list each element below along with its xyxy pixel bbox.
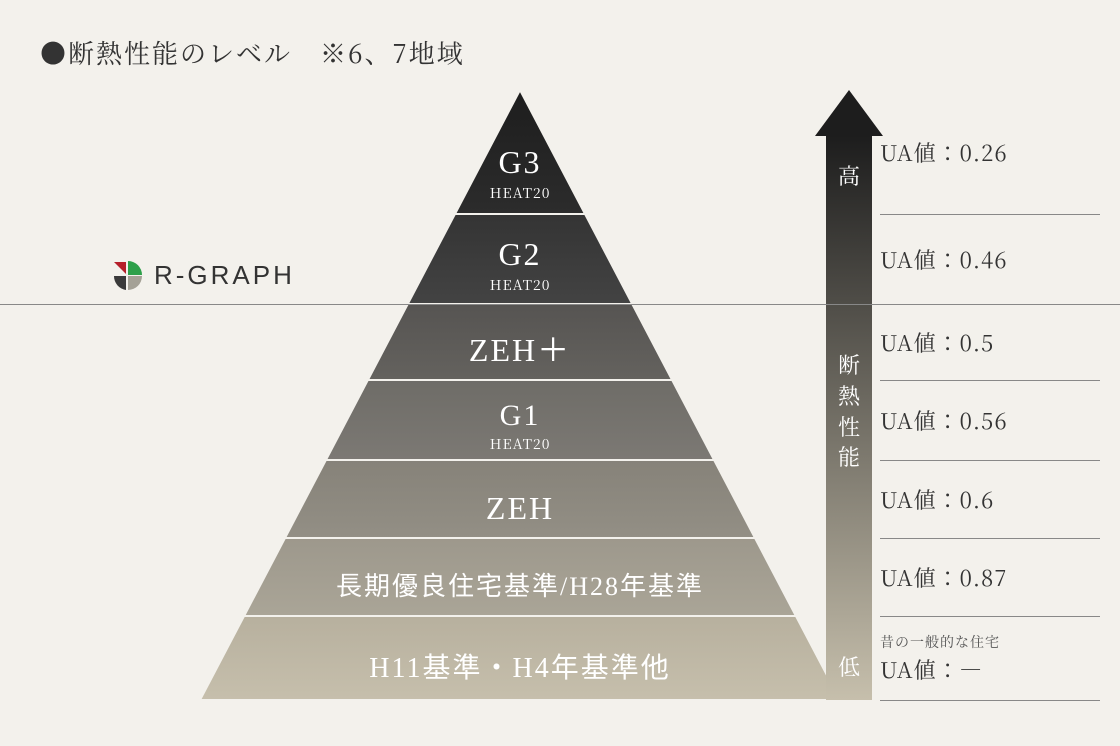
pyramid-title-0: G3 (498, 145, 541, 180)
pyramid-label-3: G1HEAT20 (200, 392, 840, 460)
ua-sep-4 (880, 538, 1100, 539)
pyramid-title-5: 長期優良住宅基準/H28年基準 (336, 573, 704, 602)
pyramid-label-2: ZEH＋ (200, 322, 840, 380)
ua-row-4: UA値：0.6 (880, 460, 1100, 538)
arrow-top-label: 高 (826, 160, 872, 191)
arrow-bot-label: 低 (826, 651, 872, 682)
ua-note-6: 昔の一般的な住宅 (880, 632, 1100, 652)
arrow-mid-label: 断熱性能 (826, 350, 872, 473)
ua-value-2: UA値：0.5 (880, 327, 1100, 358)
ua-value-5: UA値：0.87 (880, 562, 1100, 593)
ua-row-0: UA値：0.26 (880, 90, 1100, 214)
ua-row-1: UA値：0.46 (880, 214, 1100, 304)
pyramid-title-1: G2 (498, 237, 541, 272)
pyramid-label-1: G2 HEAT20 (200, 228, 840, 304)
ua-value-4: UA値：0.6 (880, 484, 1100, 515)
ua-sep-0 (880, 214, 1100, 215)
ua-sep-5 (880, 616, 1100, 617)
pyramid-subtitle-1: HEAT20 (490, 275, 551, 295)
ua-value-column: UA値：0.26 UA値：0.46 UA値：0.5 UA値：0.56 UA値：0.6 UA… (880, 90, 1100, 700)
ua-value-0: UA値：0.26 (880, 137, 1100, 168)
pyramid-label-6: H11基準・H4年基準他 (200, 638, 840, 700)
brand-logo-text: R-GRAPH (154, 260, 295, 291)
ua-value-1: UA値：0.46 (880, 244, 1100, 275)
pyramid-subtitle-0: HEAT20 (490, 183, 551, 203)
page-title: ●断熱性能のレベル ※6、7地域 (40, 34, 465, 71)
pyramid-label-4: ZEH (200, 480, 840, 538)
pyramid-subtitle-3: HEAT20 (490, 434, 551, 454)
ua-sep-3 (880, 460, 1100, 461)
pyramid-label-5: 長期優良住宅基準/H28年基準 (200, 558, 840, 616)
arrow-head-icon (815, 90, 883, 136)
ua-row-2: UA値：0.5 (880, 304, 1100, 380)
ua-value-3: UA値：0.56 (880, 405, 1100, 436)
brand-logo: R-GRAPH (110, 258, 295, 292)
ua-sep-2 (880, 380, 1100, 381)
logo-underline (0, 304, 1120, 305)
pyramid-chart: G3HEAT20G2HEAT20ZEH＋G1HEAT20ZEH長期優良住宅基準/… (200, 90, 840, 700)
pyramid-title-4: ZEH (486, 491, 554, 526)
performance-arrow: 高 断熱性能 低 (826, 90, 872, 700)
ua-row-3: UA値：0.56 (880, 380, 1100, 460)
pyramid-label-0: G3 HEAT20 (200, 134, 840, 214)
ua-row-5: UA値：0.87 (880, 538, 1100, 616)
ua-value-6: UA値：― (880, 654, 1100, 685)
pyramid-title-3: G1 (500, 399, 541, 432)
ua-row-6: 昔の一般的な住宅UA値：― (880, 616, 1100, 700)
brand-logo-mark (110, 258, 144, 292)
pyramid-title-2: ZEH＋ (469, 333, 571, 368)
ua-sep-6 (880, 700, 1100, 701)
pyramid-title-6: H11基準・H4年基準他 (369, 654, 670, 685)
